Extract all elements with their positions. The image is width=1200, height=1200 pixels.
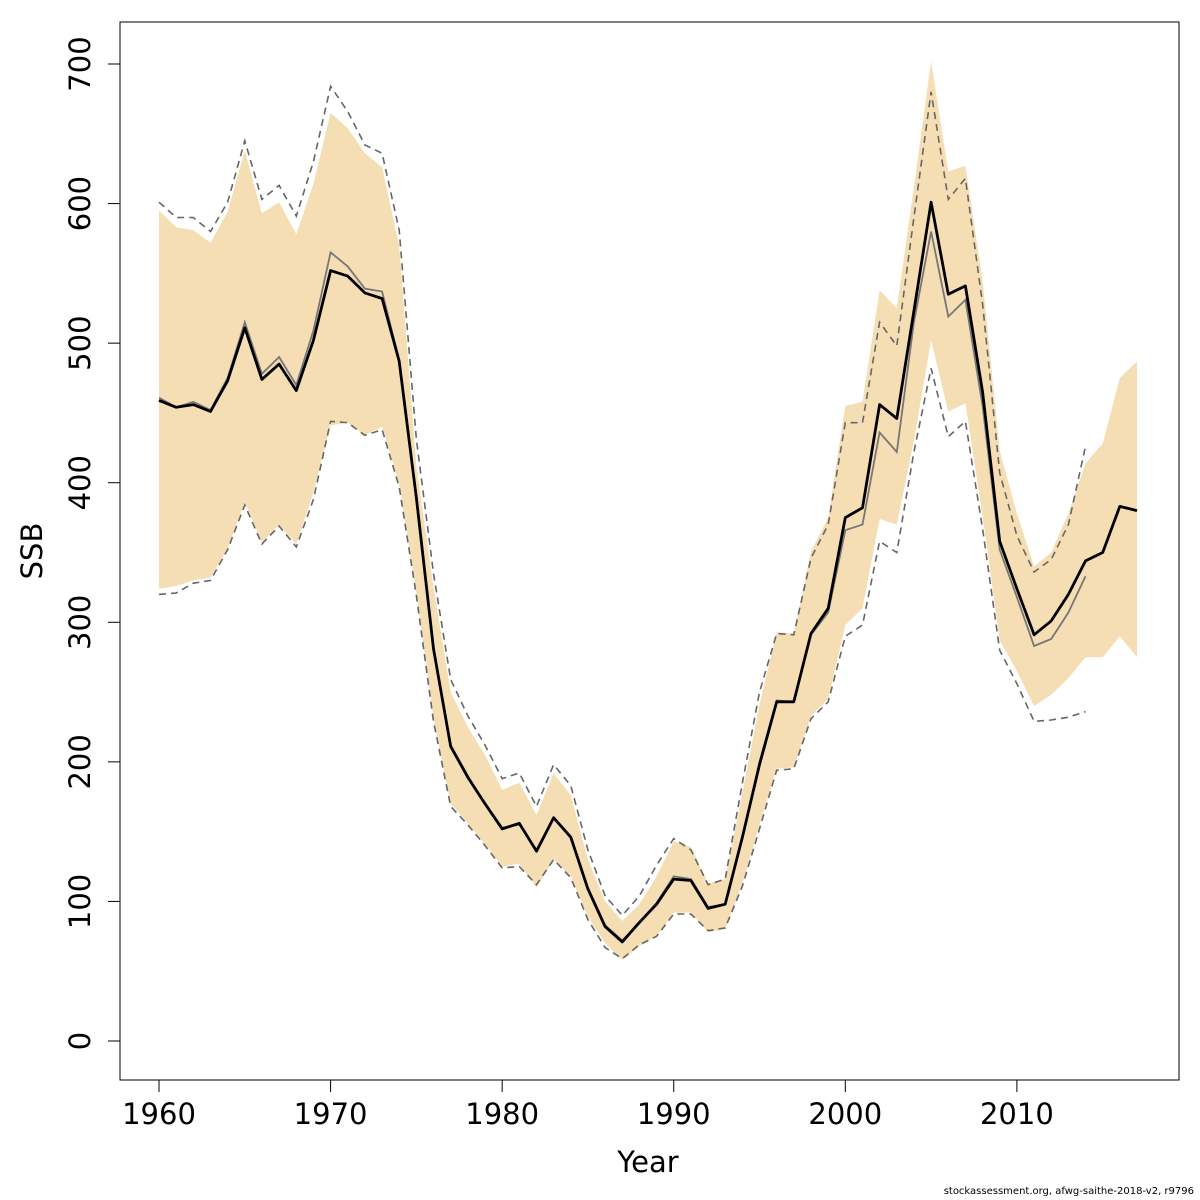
x-axis-label: Year (616, 1145, 678, 1179)
y-tick-label: 400 (63, 455, 97, 510)
current-estimate-line (158, 200, 1138, 944)
x-tick-label: 1960 (122, 1097, 196, 1131)
x-tick-label: 2010 (980, 1097, 1054, 1131)
previous-ci-layer (158, 84, 1087, 960)
y-axis: 0 100 200 300 400 500 600 700 (63, 36, 121, 1050)
y-tick-label: 700 (63, 36, 97, 91)
x-tick-label: 1970 (294, 1097, 368, 1131)
previous-ci-lower-line (158, 368, 1086, 960)
x-tick-label: 1990 (637, 1097, 711, 1131)
x-tick-label: 1980 (465, 1097, 539, 1131)
confidence-band (159, 61, 1137, 960)
confidence-band-layer (159, 61, 1137, 960)
y-tick-label: 300 (63, 595, 97, 650)
footer-credit: stockassessment.org, afwg-saithe-2018-v2… (943, 1186, 1194, 1197)
x-tick-label: 2000 (808, 1097, 882, 1131)
series-layer (158, 200, 1138, 944)
previous-ci-upper-line (158, 84, 1087, 917)
y-axis-label: SSB (15, 523, 49, 580)
y-tick-label: 500 (63, 315, 97, 370)
y-tick-label: 600 (63, 176, 97, 231)
x-axis: 1960 1970 1980 1990 2000 2010 (122, 1079, 1054, 1131)
y-tick-label: 200 (63, 734, 97, 789)
y-tick-label: 0 (63, 1032, 97, 1050)
y-tick-label: 100 (63, 874, 97, 929)
